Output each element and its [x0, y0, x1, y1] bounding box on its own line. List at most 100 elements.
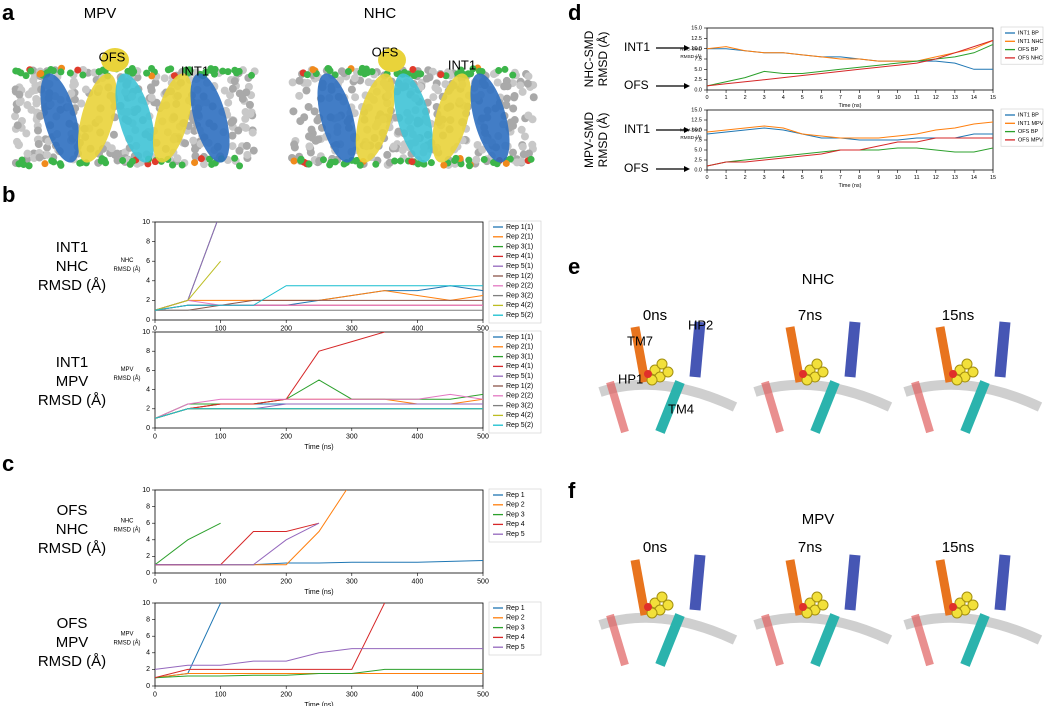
x-tick-label: 2 — [744, 95, 747, 101]
lipid — [524, 72, 533, 81]
side-label: RMSD (Å) — [38, 653, 106, 670]
x-tick-label: 300 — [346, 691, 358, 698]
lipid — [516, 81, 525, 90]
side-label: RMSD (Å) — [595, 32, 610, 87]
helix-label: HP1 — [618, 371, 643, 386]
legend-label: Rep 4(2) — [506, 302, 533, 309]
headgroup — [219, 67, 227, 75]
lipid — [13, 121, 22, 130]
lipid — [520, 132, 529, 141]
lipid — [23, 149, 32, 158]
lipid — [337, 67, 346, 76]
headgroup — [211, 65, 219, 73]
x-tick-label: 300 — [346, 578, 358, 585]
series-line — [707, 137, 993, 167]
legend-label: Rep 4(1) — [506, 253, 533, 260]
ligand-atom — [967, 366, 979, 378]
headgroup — [326, 67, 334, 75]
legend-label: Rep 3 — [506, 511, 525, 518]
headgroup — [437, 71, 445, 79]
x-tick-label: 7 — [839, 95, 842, 101]
annotation: INT1 — [448, 57, 476, 72]
panel-title: NHC — [802, 271, 835, 288]
x-tick-label: 2 — [744, 175, 747, 181]
headgroup — [22, 72, 30, 80]
legend-label: OFS MPV — [1018, 137, 1043, 143]
helix — [689, 321, 706, 378]
y-tick-label: 2 — [146, 666, 150, 673]
lipid — [518, 142, 527, 151]
headgroup — [191, 159, 199, 167]
side-label: INT1 — [56, 354, 89, 371]
y-tick-label: 10 — [142, 329, 150, 336]
protein-helix — [355, 73, 395, 163]
series-line — [707, 39, 993, 62]
headgroup — [465, 156, 473, 164]
legend-label: Rep 2(2) — [506, 283, 533, 290]
headgroup — [25, 162, 33, 170]
ligand-atom — [644, 370, 652, 378]
helix — [785, 559, 805, 616]
series-group — [707, 39, 993, 87]
time-label: 7ns — [798, 307, 822, 324]
lipid — [11, 112, 20, 121]
x-tick-label: 200 — [280, 325, 292, 332]
headgroup — [466, 162, 474, 170]
lipid — [43, 150, 52, 159]
lipid — [220, 86, 229, 95]
x-tick-label: 300 — [346, 433, 358, 440]
headgroup — [233, 69, 241, 77]
molecular-renderings — [11, 48, 1043, 667]
series-group — [155, 222, 483, 311]
lipid — [510, 93, 519, 102]
panel-label: c — [2, 451, 14, 476]
x-tick-label: 500 — [477, 578, 489, 585]
headgroup — [391, 157, 399, 165]
headgroup — [363, 69, 371, 77]
protein-helix — [432, 73, 472, 163]
lipid — [241, 114, 250, 123]
legend-label: Rep 2 — [506, 502, 525, 509]
legend-label: Rep 2(1) — [506, 344, 533, 351]
headgroup — [37, 70, 45, 78]
helix — [810, 613, 840, 667]
series-line — [155, 408, 483, 419]
arrow-head — [684, 83, 690, 89]
y-tick-label: 0 — [146, 683, 150, 690]
x-tick-label: 6 — [820, 95, 823, 101]
series-line — [155, 648, 483, 670]
headgroup — [95, 68, 103, 76]
lipid — [302, 86, 311, 95]
legend-frame — [1000, 26, 1044, 65]
helix — [606, 380, 629, 434]
headgroup — [478, 67, 486, 75]
y-tick-label: 2 — [146, 406, 150, 413]
x-tick-label: 13 — [952, 95, 958, 101]
lipid — [512, 158, 521, 167]
y-axis-label: MPV-SMD — [680, 127, 702, 132]
series-line — [707, 121, 993, 139]
marker-label: OFS — [624, 78, 649, 92]
headgroup — [143, 69, 151, 77]
x-tick-label: 500 — [477, 433, 489, 440]
x-tick-label: 100 — [215, 578, 227, 585]
time-label: 7ns — [798, 539, 822, 556]
x-tick-label: 100 — [215, 691, 227, 698]
lipid — [249, 146, 258, 155]
y-tick-label: 5.0 — [694, 67, 702, 73]
side-label: RMSD (Å) — [595, 113, 610, 168]
y-tick-label: 10.0 — [691, 46, 702, 52]
y-axis-label: RMSD (Å) — [113, 375, 140, 382]
lipid — [235, 89, 244, 98]
y-tick-label: 12.5 — [691, 36, 702, 42]
lipid — [79, 66, 88, 75]
lipid — [288, 78, 297, 87]
lipid — [314, 135, 323, 144]
side-label: NHC — [56, 258, 89, 275]
x-tick-label: 400 — [412, 691, 424, 698]
y-tick-label: 0.0 — [694, 167, 702, 173]
lipid — [160, 74, 169, 83]
protein-helix — [40, 73, 80, 163]
x-tick-label: 200 — [280, 433, 292, 440]
lipid — [509, 104, 518, 113]
